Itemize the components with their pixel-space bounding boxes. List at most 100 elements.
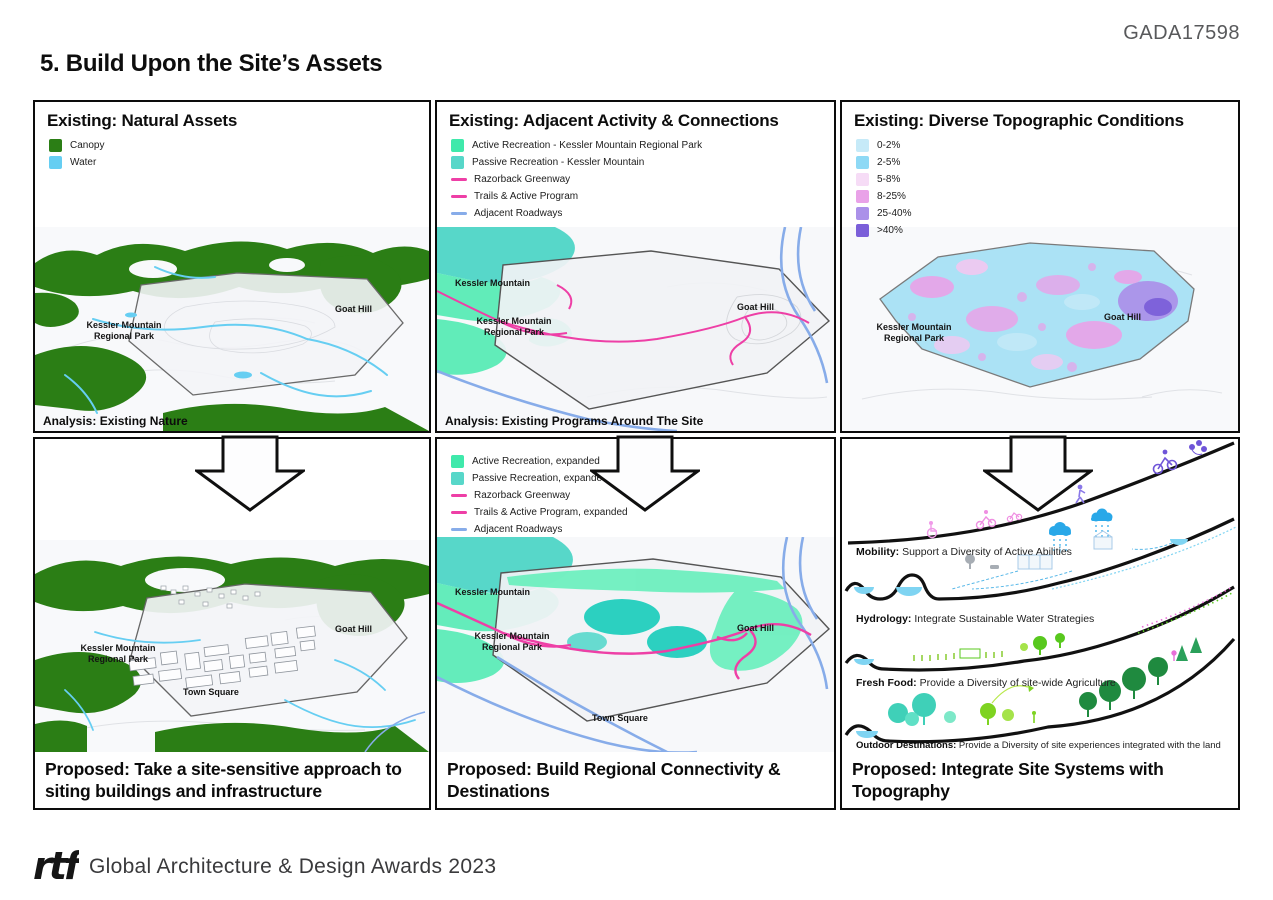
hydrology-label: Hydrology: Integrate Sustainable Water S…	[856, 613, 1095, 625]
slope-swatch-2-5	[856, 156, 869, 169]
map-label-park: Kessler Mountain Regional Park	[474, 631, 550, 653]
analysis-label: Analysis: Existing Nature	[43, 414, 188, 428]
trails	[437, 284, 810, 366]
legend-item: Passive Recreation - Kessler Mountain	[451, 154, 834, 171]
kite-line	[991, 685, 1029, 704]
down-arrow-icon	[195, 435, 305, 512]
legend-item: 25-40%	[856, 205, 1238, 222]
legend: Canopy Water	[35, 134, 429, 171]
legend-item: Active Recreation, expanded	[451, 453, 834, 470]
awards-title: Global Architecture & Design Awards 2023	[89, 855, 497, 878]
mobility-section-curve	[847, 441, 1235, 545]
legend-item: Passive Recreation, expanded	[451, 470, 834, 487]
cyclist-icon-uphill	[1152, 449, 1178, 475]
tree-icon-gray	[965, 554, 999, 569]
legend-item: 5-8%	[856, 171, 1238, 188]
greenway-swatch	[451, 178, 467, 181]
panel-topographic-conditions: Existing: Diverse Topographic Conditions…	[840, 100, 1240, 433]
outdoor-destinations-label: Outdoor Destinations: Provide a Diversit…	[856, 740, 1221, 751]
entry-code: GADA17598	[1123, 22, 1240, 44]
swale-dashed-curve	[1051, 526, 1237, 590]
footer: rtf Global Architecture & Design Awards …	[33, 846, 496, 888]
trails-swatch	[451, 511, 467, 514]
legend: 0-2% 2-5% 5-8% 8-25% 25-40% >40%	[842, 134, 1238, 239]
cyclist-icon	[975, 510, 997, 530]
page-title: 5. Build Upon the Site’s Assets	[40, 50, 383, 77]
map-label-hill: Goat Hill	[335, 304, 373, 314]
canopy-swatch	[49, 139, 62, 152]
legend-item: Adjacent Roadways	[451, 205, 834, 222]
map-label-park: Kessler Mountain Regional Park	[876, 322, 952, 344]
trails-swatch	[451, 195, 467, 198]
map-label-hill: Goat Hill	[1104, 312, 1142, 322]
pond	[896, 587, 922, 596]
down-arrow-icon	[983, 435, 1093, 512]
legend-item: Razorback Greenway	[451, 171, 834, 188]
legend-item: Adjacent Roadways	[451, 521, 834, 538]
roadway	[364, 711, 426, 752]
pond	[854, 587, 874, 594]
map-label-mountain: Kessler Mountain	[455, 587, 531, 597]
legend-item: >40%	[856, 222, 1238, 239]
map-label-town-square: Town Square	[183, 687, 239, 697]
site-contours	[164, 300, 336, 354]
panel-adjacent-activity: Existing: Adjacent Activity & Connection…	[435, 100, 836, 433]
lime-trees	[980, 685, 1036, 725]
proposed-siting-map	[35, 540, 429, 752]
slope-mosaic	[908, 259, 1178, 372]
proposed-caption: Proposed: Take a site-sensitive approach…	[45, 759, 402, 801]
legend: Active Recreation - Kessler Mountain Reg…	[437, 134, 834, 222]
slope-analysis-map	[842, 227, 1238, 431]
rtf-logo: rtf	[33, 846, 79, 888]
building-icon	[1017, 530, 1113, 570]
greenhouse-icon	[959, 648, 981, 659]
passive-recreation-swatch	[451, 156, 464, 169]
map-label-park: Kessler Mountain Regional Park	[86, 320, 162, 342]
map-label-park: Kessler Mountain Regional Park	[80, 643, 156, 665]
legend-item: Razorback Greenway	[451, 487, 834, 504]
map-label-mountain: Kessler Mountain	[455, 278, 531, 288]
passive-recreation-swatch	[451, 472, 464, 485]
pond	[856, 731, 878, 738]
slope-swatch-8-25	[856, 190, 869, 203]
legend-item: Active Recreation - Kessler Mountain Reg…	[451, 137, 834, 154]
hillside-homes	[160, 585, 261, 609]
pond	[125, 312, 252, 379]
dark-green-trees	[1079, 637, 1202, 717]
legend-item: 2-5%	[856, 154, 1238, 171]
proposed-connectivity-map	[437, 537, 834, 752]
water-streams	[64, 266, 388, 414]
panel-title: Existing: Natural Assets	[47, 111, 238, 130]
svg-text:rtf: rtf	[33, 846, 79, 888]
water-flow-lines	[951, 542, 1173, 590]
greenway-swatch	[451, 494, 467, 497]
wheelchair-icon	[926, 521, 938, 539]
roadways-swatch	[451, 528, 467, 531]
mobility-label: Mobility: Support a Diversity of Active …	[856, 546, 1072, 558]
map-label-town-square: Town Square	[592, 713, 648, 723]
orchard-trees	[1020, 633, 1065, 655]
water-streams	[64, 631, 416, 731]
legend-item: Canopy	[49, 137, 429, 154]
adjacent-activity-map	[437, 227, 834, 431]
roadways	[437, 537, 829, 752]
panel-grid: Existing: Natural Assets Canopy Water	[33, 100, 1240, 810]
analysis-label: Analysis: Existing Programs Around The S…	[445, 414, 704, 428]
slope-swatch-40	[856, 224, 869, 237]
trails	[437, 601, 812, 680]
proposed-caption: Proposed: Integrate Site Systems with To…	[852, 759, 1164, 801]
pond	[1170, 539, 1188, 545]
map-label-hill: Goat Hill	[737, 302, 775, 312]
freshfood-label: Fresh Food: Provide a Diversity of site-…	[856, 677, 1116, 689]
map-label-hill: Goat Hill	[737, 623, 775, 633]
teal-trees	[888, 693, 956, 726]
active-recreation-swatch	[451, 455, 464, 468]
active-recreation-swatch	[451, 139, 464, 152]
planting-dots	[1137, 586, 1233, 634]
panel-natural-assets: Existing: Natural Assets Canopy Water	[33, 100, 431, 433]
roadways-swatch	[451, 212, 467, 215]
hiker-icon	[1171, 650, 1177, 661]
rain-cloud-icon	[1091, 508, 1113, 537]
natural-assets-map	[35, 227, 429, 431]
